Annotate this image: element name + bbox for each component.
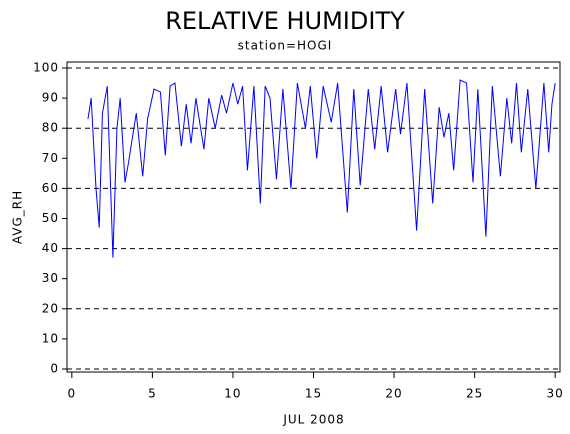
y-axis-label: AVG_RH [11, 190, 25, 244]
x-tick-label: 15 [305, 387, 322, 401]
chart-title: RELATIVE HUMIDITY [165, 7, 405, 35]
x-tick-label: 20 [385, 387, 402, 401]
y-tick-label: 0 [50, 361, 59, 375]
y-tick-label: 50 [42, 211, 59, 225]
x-tick-label: 30 [547, 387, 564, 401]
x-tick-label: 5 [148, 387, 157, 401]
x-tick-label: 10 [224, 387, 241, 401]
y-tick-label: 40 [42, 241, 59, 255]
y-tick-label: 100 [33, 61, 59, 75]
y-tick-label: 10 [42, 331, 59, 345]
chart-subtitle: station=HOGI [238, 39, 333, 53]
x-tick-label: 0 [68, 387, 77, 401]
y-tick-label: 20 [42, 301, 59, 315]
y-tick-label: 60 [42, 181, 59, 195]
y-tick-label: 70 [42, 151, 59, 165]
x-tick-label: 25 [466, 387, 483, 401]
plot-frame [66, 61, 561, 373]
data-line [87, 79, 556, 258]
y-tick-label: 90 [42, 91, 59, 105]
y-tick-label: 80 [42, 121, 59, 135]
x-axis-label: JUL 2008 [282, 413, 344, 427]
y-tick-label: 30 [42, 271, 59, 285]
